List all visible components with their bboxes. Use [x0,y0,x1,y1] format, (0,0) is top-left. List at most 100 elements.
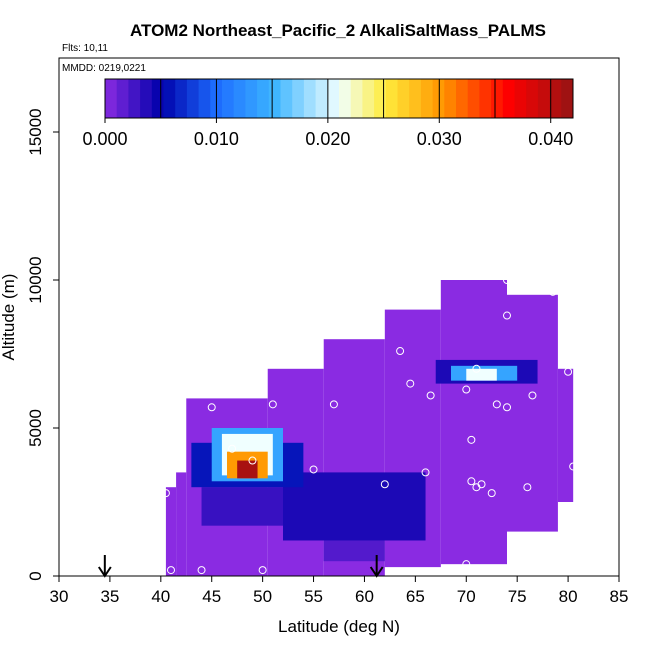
colorbar-segment [116,79,129,118]
y-tick-label: 5000 [26,409,45,447]
colorbar-segment [163,79,176,118]
sample-point [564,367,573,376]
colorbar-segment [561,79,574,118]
sample-point [187,376,196,385]
y-axis-label: Altitude (m) [0,274,18,361]
colorbar-tick-label: 0.030 [417,129,462,149]
arrow [97,555,112,578]
plot-frame [58,57,620,577]
colorbar-segment [549,79,562,118]
colorbar-segment [467,79,480,118]
sample-point [467,435,476,444]
sample-point [406,379,415,388]
sample-point [396,347,405,356]
colorbar-segment [432,79,445,118]
heatmap-cell [237,460,258,479]
heatmap-cells [165,280,574,576]
colorbar-segment [268,79,281,118]
y-tick-label: 0 [26,571,45,580]
colorbar-segment [420,79,434,118]
colorbar-segment [526,79,539,118]
sample-point [528,391,537,400]
x-tick-label: 30 [50,587,69,606]
sample-point [197,566,206,575]
colorbar-segment [245,79,258,118]
colorbar-segment [315,79,328,118]
sample-point [477,569,486,578]
heatmap-cell [466,368,497,381]
colorbar-segment [537,79,551,118]
heatmap-cell [165,487,177,576]
x-tick-label: 85 [610,587,629,606]
x-tick-label: 75 [508,587,527,606]
sample-point [167,566,175,575]
y-tick-label: 15000 [26,108,45,155]
sample-point [161,489,170,498]
x-tick-label: 50 [253,587,272,606]
colorbar-segment [303,79,317,118]
colorbar-tick-label: 0.020 [305,129,350,149]
sample-point [421,468,430,477]
heatmap-cell [176,472,187,576]
sample-point [523,483,532,492]
x-tick-label: 45 [202,587,221,606]
x-tick-label: 80 [559,587,578,606]
sample-point [503,403,511,412]
sample-point [268,400,277,409]
colorbar-segment [385,79,398,118]
colorbar-segment [502,79,515,118]
colorbar-segment [339,79,352,118]
colorbar-segment [233,79,246,118]
y-tick-label: 10000 [26,256,45,303]
x-tick-label: 65 [406,587,425,606]
colorbar-segment [397,79,410,118]
colorbar-segment [105,79,118,118]
sample-point [329,400,338,409]
sample-point [569,462,578,471]
colorbar-segment [362,79,375,118]
colorbar-segment [456,79,469,118]
colorbar-segment [222,79,235,118]
colorbar-segment [175,79,188,118]
colorbar-segment [327,79,340,118]
sample-points [161,258,578,578]
x-axis: 30 35 40 45 50 55 60 65 70 75 80 85 [50,576,629,606]
colorbar-segment [514,79,527,118]
heatmap-cell [323,540,385,562]
sample-point [248,456,257,465]
sample-point [380,480,389,489]
heatmap-cell [283,472,426,541]
colorbar-segment [151,79,164,118]
sample-point [426,391,435,400]
sample-point [309,465,318,474]
x-tick-label: 55 [304,587,323,606]
colorbar-tick-label: 0.000 [82,129,127,149]
sample-point [258,566,267,575]
sample-point [548,287,557,296]
y-axis: 0 5000 10000 15000 [26,108,59,581]
sample-point [487,489,496,498]
colorbar: 0.000 0.010 0.020 0.030 0.040 [82,78,574,149]
colorbar-segment [186,79,200,118]
sample-point [503,276,511,284]
sample-point [207,403,216,412]
colorbar-segment [409,79,422,118]
heatmap-cell [557,368,574,502]
x-tick-label: 70 [457,587,476,606]
heatmap-cell [507,294,558,532]
colorbar-segment [479,79,492,118]
colorbar-segment [350,79,363,118]
colorbar-tick-label: 0.010 [194,129,239,149]
colorbar-segment [292,79,305,118]
colorbar-segment [198,79,211,118]
sample-point [472,364,481,373]
x-tick-label: 35 [100,587,119,606]
colorbar-segment [374,79,387,118]
sample-point [477,480,486,489]
sample-point [441,258,450,267]
heatmap-cell [440,280,507,565]
sample-point [492,400,501,409]
colorbar-frame [104,78,574,119]
sample-point [467,477,476,486]
